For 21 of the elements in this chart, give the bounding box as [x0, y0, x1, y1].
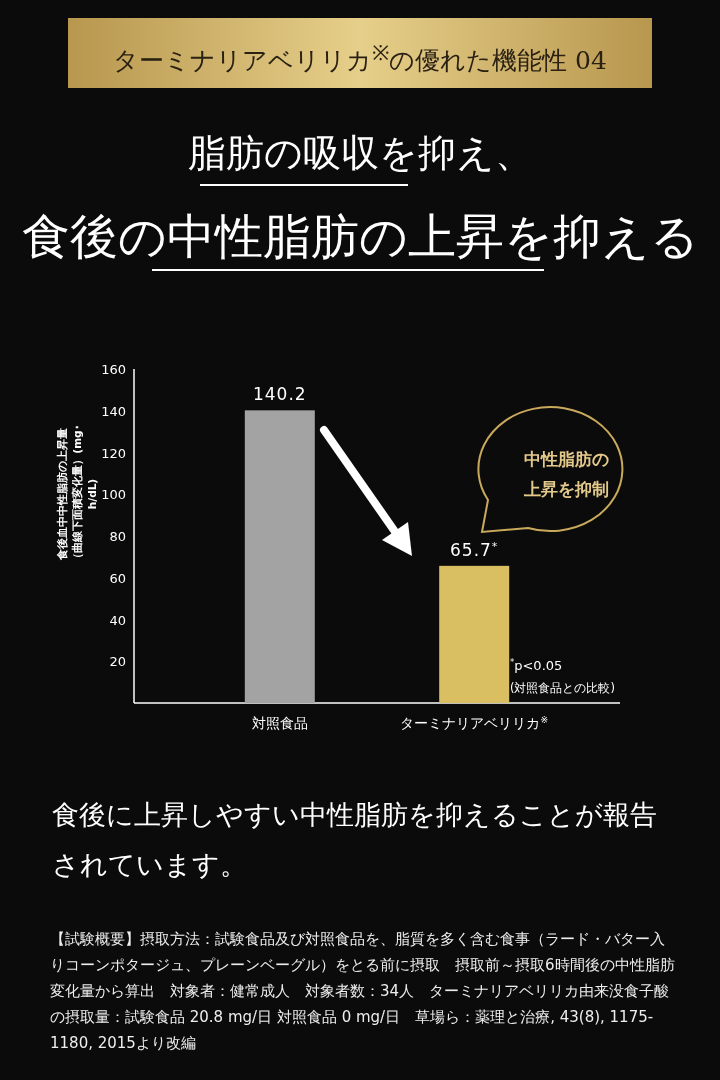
text: 食後に上昇しやすい中性脂肪を抑えることが報告されています。 [52, 798, 658, 882]
y-tick-label: 100 [101, 487, 126, 503]
y-tick-label: 160 [101, 362, 126, 377]
chart-subtitle: 食後の中性脂肪の上昇を抑える [20, 207, 700, 266]
y-tick-label: 120 [101, 445, 126, 461]
y-tick-label: 140 [101, 403, 126, 419]
data-label: 140.2 [252, 384, 307, 405]
y-tick-label: 40 [109, 612, 126, 628]
y-tick-label: 60 [109, 570, 126, 586]
annotation: 中性脂肪の上昇を抑制 [522, 448, 610, 501]
annotation: (対照食品との比較) [510, 681, 615, 695]
chart-title: 脂肪の吸収を抑え、 [186, 130, 534, 177]
text: ターミナリアベリリカ$^{※}$の優れた機能性 04 [68, 18, 652, 88]
y-tick-label: 20 [109, 654, 126, 670]
data-label: 65.7$^{*}$ [450, 539, 499, 560]
annotation: $^{*}$p<0.05 [510, 657, 563, 673]
x-tick-label: ターミナリアベリリカ$^{※}$ [400, 715, 549, 731]
text: 【試験概要】摂取方法：試験食品及び対照食品を、脂質を多く含む食事（ラード・バター入りコーンポタージュ、プレーンベーグル）をとる前に摂取 摂取前～摂取6時間後の中性脂肪変化量から算出 対象者：健常成人 対象者数：34人 ターミナリアベリリカ由来没食子酸の摂取量：試験食品 20.8 mg/日 対照食品 0 mg/日 草場ら：薬理と治療, 43(8), 1175-1180, 2015より改編 [50, 929, 676, 1054]
y-axis-title: 食後血中中性脂肪の上昇量（曲線下面積変化量）(mg･h/dL) [55, 423, 98, 566]
x-tick-label: 対照食品 [251, 715, 308, 731]
y-tick-label: 80 [109, 529, 126, 544]
